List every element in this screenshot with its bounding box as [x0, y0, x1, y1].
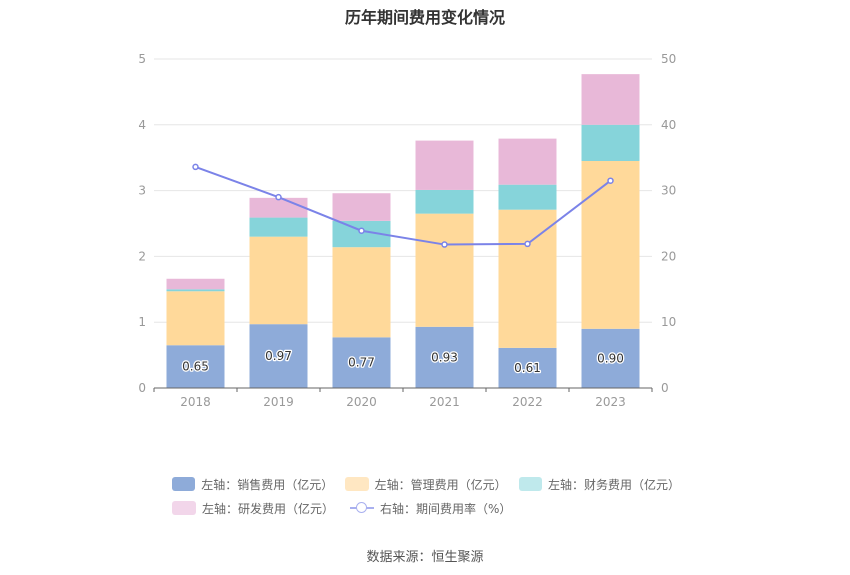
left-axis-tick-label: 3 [138, 184, 146, 198]
left-axis-tick-label: 4 [138, 118, 146, 132]
legend-item-admin[interactable]: 左轴：管理费用（亿元） [345, 476, 507, 493]
left-axis-tick-label: 1 [138, 315, 146, 329]
bar-data-label: 0.77 [348, 356, 375, 370]
rate-point [275, 193, 282, 201]
legend-item-rate[interactable]: 右轴：期间费用率（%） [350, 500, 511, 517]
legend-label-finance: 左轴：财务费用（亿元） [547, 477, 680, 492]
bar-data-label: 0.61 [514, 361, 541, 375]
rate-point [607, 177, 614, 184]
bar-segment [166, 289, 225, 292]
x-axis-tick-label: 2019 [263, 395, 294, 409]
bar-segment [166, 291, 225, 346]
bar-segment [332, 247, 391, 338]
bar-segment [581, 74, 640, 125]
bar-segment [498, 209, 557, 348]
legend-swatch-sales [172, 477, 196, 491]
legend-swatch-finance [518, 477, 542, 491]
bar-data-label: 0.97 [265, 349, 292, 363]
bar-segment [249, 217, 308, 237]
right-axis-tick-label: 20 [661, 249, 676, 263]
right-axis-tick-label: 0 [661, 381, 669, 395]
bar-segment [415, 213, 474, 327]
legend-swatch-rnd [172, 501, 196, 515]
bar-segment [498, 347, 557, 388]
legend-label-rate: 右轴：期间费用率（%） [380, 501, 512, 516]
rate-point [358, 227, 365, 234]
left-axis-tick-label: 5 [138, 52, 146, 66]
rate-line [195, 165, 612, 246]
bar-layer [166, 74, 640, 388]
x-axis-tick-label: 2020 [346, 395, 377, 409]
bar-segment [498, 184, 557, 210]
legend-label-admin: 左轴：管理费用（亿元） [374, 477, 507, 492]
left-axis-tick-label: 2 [138, 249, 146, 263]
bar-segment [581, 160, 640, 329]
bar-segment [249, 236, 308, 325]
legend-row-2: 左轴：研发费用（亿元） 右轴：期间费用率（%） [172, 496, 692, 520]
source-note: 数据来源：恒生聚源 [366, 550, 484, 565]
legend-row-1: 左轴：销售费用（亿元） 左轴：管理费用（亿元） 左轴：财务费用（亿元） [172, 472, 692, 496]
bar-segment [249, 324, 308, 388]
x-axis-tick-label: 2023 [595, 395, 626, 409]
bar-segment [332, 337, 391, 388]
x-axis-tick-label: 2018 [180, 395, 211, 409]
right-axis-tick-label: 30 [661, 184, 676, 198]
left-axis-tick-label: 0 [138, 381, 146, 395]
bar-segment [249, 197, 308, 218]
rate-point [524, 240, 531, 248]
bar-segment [498, 138, 557, 185]
bar-data-label: 0.90 [597, 351, 624, 365]
bar-segment [332, 193, 391, 221]
bar-data-label: 0.65 [182, 360, 209, 374]
legend-item-sales[interactable]: 左轴：销售费用（亿元） [172, 476, 334, 493]
bar-data-label: 0.93 [431, 350, 458, 364]
legend-swatch-admin [345, 477, 369, 491]
legend-item-rnd[interactable]: 左轴：研发费用（亿元） [172, 500, 334, 517]
legend-label-rnd: 左轴：研发费用（亿元） [202, 501, 335, 516]
rate-point [441, 241, 448, 248]
x-axis-tick-label: 2022 [512, 395, 543, 409]
bar-segment [415, 189, 474, 214]
legend-item-finance[interactable]: 左轴：财务费用（亿元） [518, 476, 680, 493]
legend-swatch-rate [350, 501, 375, 515]
right-axis-tick-label: 10 [661, 315, 676, 329]
bar-segment [581, 328, 640, 388]
right-axis-tick-label: 50 [661, 52, 676, 66]
legend-label-sales: 左轴：销售费用（亿元） [201, 477, 334, 492]
legend: 左轴：销售费用（亿元） 左轴：管理费用（亿元） 左轴：财务费用（亿元） 左轴：研… [172, 472, 692, 520]
bar-segment [415, 140, 474, 190]
bar-label-layer: 0.65 0.97 0.77 0.93 0.61 0.90 [181, 348, 625, 376]
grid-layer [154, 58, 652, 323]
right-axis-tick-label: 40 [661, 118, 676, 132]
chart-title: 历年期间费用变化情况 [344, 8, 505, 27]
bar-segment [166, 278, 225, 290]
x-axis-tick-label: 2021 [429, 395, 460, 409]
bar-segment [581, 124, 640, 161]
bar-segment [415, 326, 474, 388]
line-layer [192, 163, 614, 248]
rate-point [192, 163, 199, 171]
bar-segment [166, 345, 225, 388]
